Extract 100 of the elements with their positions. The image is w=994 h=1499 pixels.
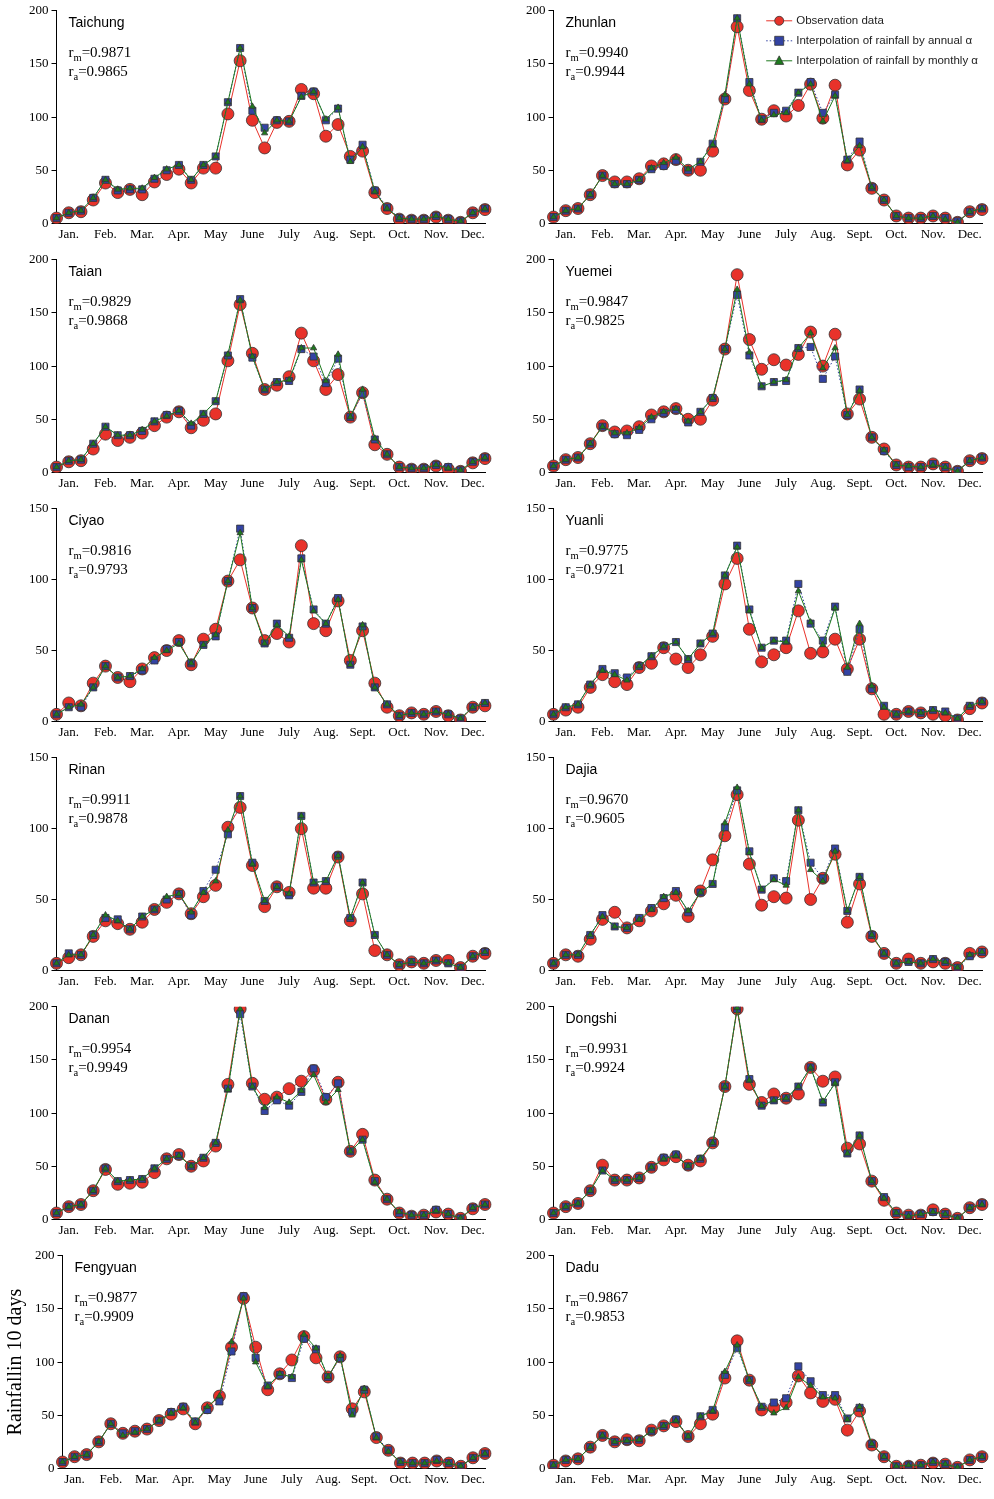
y-tick-label: 0 [42,463,49,479]
x-tick-label: Mar. [627,723,652,739]
x-tick-label: May [700,474,726,490]
chart-title: Fengyuan [74,1258,137,1275]
x-tick-label: Oct. [885,723,908,739]
y-tick-label: 100 [526,357,546,373]
x-tick-label: Oct. [388,723,411,739]
x-tick-label: Sept. [349,474,376,490]
x-tick-label: May [203,972,229,988]
x-tick-label: June [240,474,265,490]
x-tick-label: Mar. [130,225,155,241]
y-tick-label: 50 [35,641,49,657]
y-axis-title: Rainfallin 10 days [3,1288,27,1436]
x-tick-label: Jan. [555,474,577,490]
x-tick-label: Oct. [388,972,411,988]
y-tick-label: 200 [29,2,49,18]
x-tick-label: Apr. [167,972,191,988]
y-tick-label: 100 [526,571,546,587]
x-tick-label: Sept. [846,225,873,241]
y-tick-label: 150 [526,55,546,71]
x-tick-label: June [737,474,762,490]
x-tick-label: Sept. [846,972,873,988]
y-tick-label: 50 [532,410,546,426]
x-tick-label: Mar. [627,225,652,241]
x-tick-label: Mar. [130,723,155,739]
chart-title: Taichung [68,13,125,30]
chart-title: Danan [68,1009,110,1026]
y-tick-label: 0 [539,214,546,230]
x-tick-label: June [240,1221,265,1237]
x-tick-label: Feb. [591,474,614,490]
x-tick-label: Aug. [313,972,339,988]
x-tick-label: Dec. [460,1470,486,1486]
x-tick-label: Jan. [58,225,80,241]
x-tick-label: June [737,1221,762,1237]
x-tick-label: Nov. [423,225,449,241]
x-tick-label: Feb. [94,723,117,739]
x-tick-label: Aug. [810,723,836,739]
x-tick-label: Oct. [388,474,411,490]
x-tick-label: Oct. [388,1221,411,1237]
x-tick-label: May [700,1221,726,1237]
y-tick-label: 150 [526,1051,546,1067]
x-tick-label: Aug. [313,723,339,739]
x-tick-label: Apr. [664,972,688,988]
x-tick-label: July [775,225,798,241]
x-tick-label: Nov. [920,225,946,241]
x-tick-label: Aug. [313,474,339,490]
chart-title: Dongshi [565,1009,617,1026]
x-tick-label: Apr. [171,1470,195,1486]
x-tick-label: Aug. [810,1470,836,1486]
x-tick-label: July [775,972,798,988]
x-tick-label: Sept. [846,1221,873,1237]
y-tick-label: 150 [29,55,49,71]
x-tick-label: Apr. [167,723,191,739]
x-tick-label: June [737,1470,762,1486]
x-tick-label: May [203,474,229,490]
y-tick-label: 200 [526,2,546,18]
x-tick-label: Jan. [555,1470,577,1486]
x-tick-label: Oct. [389,1470,412,1486]
x-tick-label: Nov. [424,1470,450,1486]
x-tick-label: June [243,1470,268,1486]
chart-title: Ciyao [68,511,105,528]
y-tick-label: 150 [29,500,49,516]
legend-label: Interpolation of rainfall by annual α [796,33,973,46]
y-tick-label: 0 [539,463,546,479]
y-tick-label: 0 [42,712,49,728]
x-tick-label: Aug. [315,1470,341,1486]
x-tick-label: June [240,225,265,241]
x-tick-label: Oct. [885,1221,908,1237]
x-tick-label: Apr. [664,225,688,241]
x-tick-label: Jan. [555,1221,577,1237]
x-tick-label: Nov. [920,972,946,988]
y-tick-label: 100 [29,820,49,836]
y-tick-label: 50 [35,410,49,426]
x-tick-label: Nov. [920,474,946,490]
x-tick-label: Jan. [58,723,80,739]
x-tick-label: May [700,1470,726,1486]
x-tick-label: Aug. [810,474,836,490]
y-tick-label: 50 [532,1406,546,1422]
chart-title: Zhunlan [565,13,617,30]
y-tick-label: 150 [526,304,546,320]
chart-title: Taian [68,262,102,279]
chart-title: Dadu [565,1258,599,1275]
y-tick-label: 150 [526,1300,546,1316]
x-tick-label: Dec. [957,474,982,490]
y-tick-label: 50 [41,1406,55,1422]
x-tick-label: June [737,972,762,988]
x-tick-label: Aug. [313,225,339,241]
x-tick-label: Apr. [167,474,191,490]
x-tick-label: Nov. [423,474,449,490]
x-tick-label: Aug. [810,1221,836,1237]
x-tick-label: Apr. [167,1221,191,1237]
x-tick-label: Oct. [885,972,908,988]
x-tick-label: July [278,225,301,241]
x-tick-label: Feb. [94,1221,117,1237]
x-tick-label: Dec. [460,972,485,988]
y-tick-label: 0 [48,1459,55,1475]
x-tick-label: May [700,723,726,739]
x-tick-label: June [240,972,265,988]
x-tick-label: July [278,723,301,739]
x-tick-label: Sept. [349,723,376,739]
